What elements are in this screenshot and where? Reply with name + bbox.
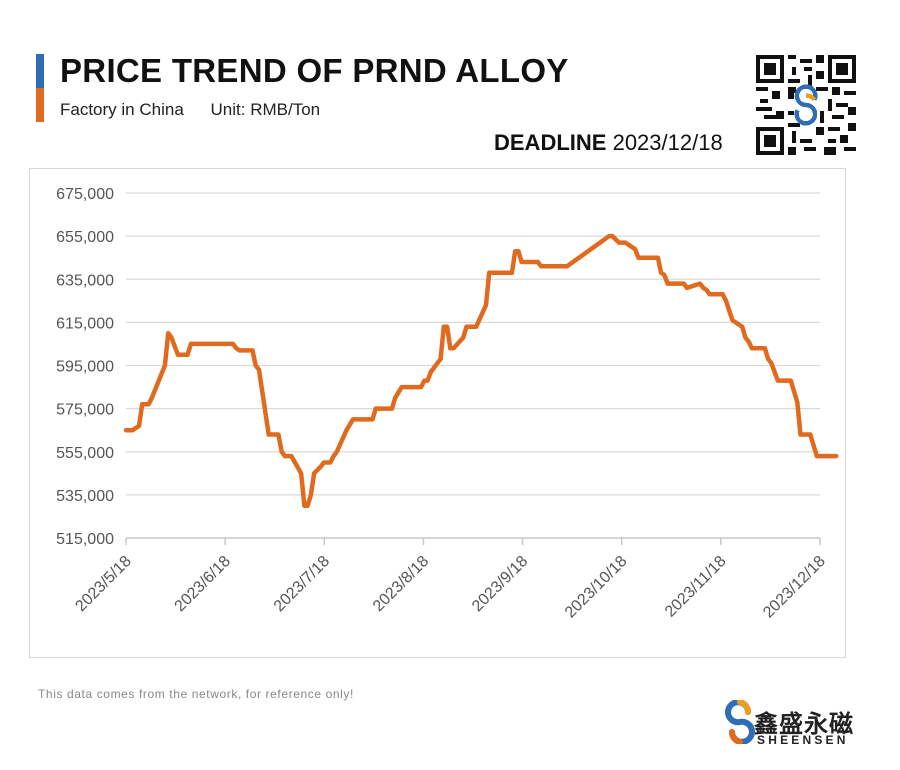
x-tick-label: 2023/6/18	[172, 553, 234, 615]
subtitle-unit: Unit: RMB/Ton	[210, 100, 321, 119]
sheensen-logo-icon[interactable]	[720, 700, 760, 744]
x-tick-label: 2023/5/18	[72, 553, 134, 615]
x-tick-label: 2023/11/18	[662, 553, 730, 621]
deadline-text: DEADLINE	[494, 130, 607, 155]
data-source-note: This data comes from the network, for re…	[38, 687, 354, 701]
qr-code-icon[interactable]	[756, 55, 856, 155]
y-tick-label: 575,000	[56, 402, 114, 419]
x-tick-label: 2023/9/18	[469, 553, 531, 615]
brand-name-cn: 鑫盛永磁	[754, 711, 854, 738]
y-tick-label: 595,000	[56, 359, 114, 376]
y-tick-label: 535,000	[56, 488, 114, 505]
deadline-label: DEADLINE 2023/12/18	[494, 130, 723, 156]
series-line	[123, 233, 839, 508]
subtitle-factory: Factory in China	[60, 100, 184, 119]
axis-layer: 515,000 535,000 555,000 575,000 595,000 615,0…	[56, 186, 829, 621]
y-tick-label: 615,000	[56, 315, 114, 332]
y-tick-label: 515,000	[56, 531, 114, 548]
y-tick-label: 635,000	[56, 272, 114, 289]
chart-frame	[29, 168, 846, 658]
title-accent-bar	[36, 54, 44, 122]
grid-layer	[126, 192, 820, 496]
y-tick-label: 675,000	[56, 186, 114, 203]
deadline-date: 2023/12/18	[612, 130, 723, 155]
series-layer	[123, 233, 839, 508]
brand-name-en: SHEENSEN	[757, 733, 849, 747]
x-tick-label: 2023/7/18	[271, 553, 333, 615]
chart-subtitle: Factory in China Unit: RMB/Ton	[60, 100, 320, 120]
chart-title: PRICE TREND OF PRND ALLOY	[60, 52, 569, 89]
y-tick-label: 655,000	[56, 229, 114, 246]
y-tick-label: 555,000	[56, 445, 114, 462]
x-tick-label: 2023/8/18	[370, 553, 432, 615]
x-tick-label: 2023/12/18	[760, 553, 829, 622]
x-tick-label: 2023/10/18	[562, 553, 631, 622]
